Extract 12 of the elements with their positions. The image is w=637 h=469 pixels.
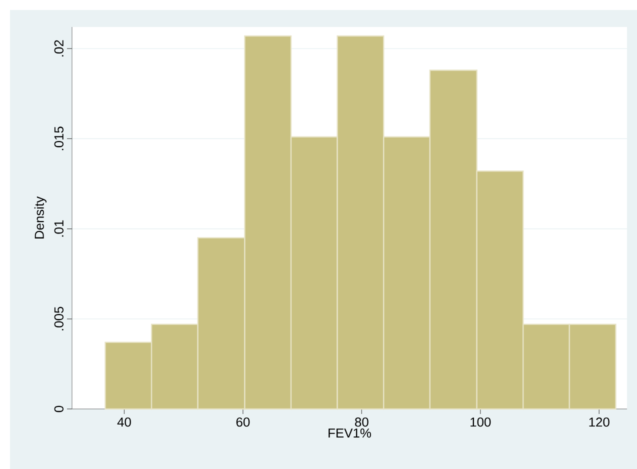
y-tick-label: 0 xyxy=(54,406,64,412)
x-axis-title: FEV1% xyxy=(328,428,372,438)
y-tick-label: .015 xyxy=(54,126,64,150)
x-tick-label: 100 xyxy=(470,418,491,427)
y-tick-label: .02 xyxy=(54,40,64,56)
x-tick-label: 120 xyxy=(589,418,610,427)
x-tick-label: 40 xyxy=(117,418,131,427)
x-tick-label: 80 xyxy=(355,418,368,427)
y-tick-label: .005 xyxy=(54,306,64,330)
y-tick-label: .01 xyxy=(54,220,64,237)
y-axis-title: Density xyxy=(34,196,46,239)
x-tick-label: 60 xyxy=(236,418,250,427)
